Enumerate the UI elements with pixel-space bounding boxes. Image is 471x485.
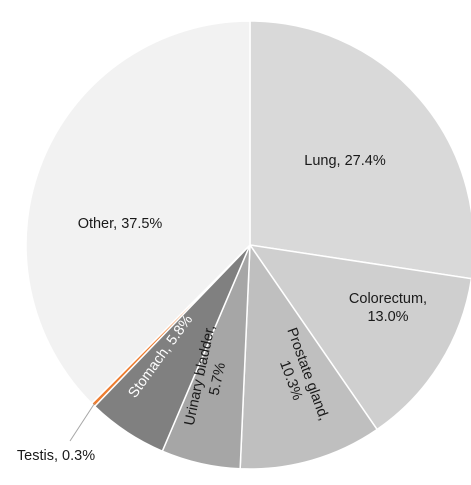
pie-slice-colorectum — [248, 243, 471, 431]
data-label-other: Other, 37.5% — [78, 216, 163, 232]
leader-lines — [69, 403, 95, 442]
data-label-colorectum: Colorectum, 13.0% — [349, 291, 427, 325]
pie-slices — [25, 20, 471, 470]
pie-slice-prostate-gland — [239, 242, 379, 470]
data-label-lung: Lung, 27.4% — [304, 153, 386, 169]
pie-slice-other — [25, 20, 251, 405]
pie-slice-lung — [249, 20, 471, 280]
data-label-testis: Testis, 0.3% — [17, 448, 95, 464]
leader-line-testis — [69, 403, 95, 442]
